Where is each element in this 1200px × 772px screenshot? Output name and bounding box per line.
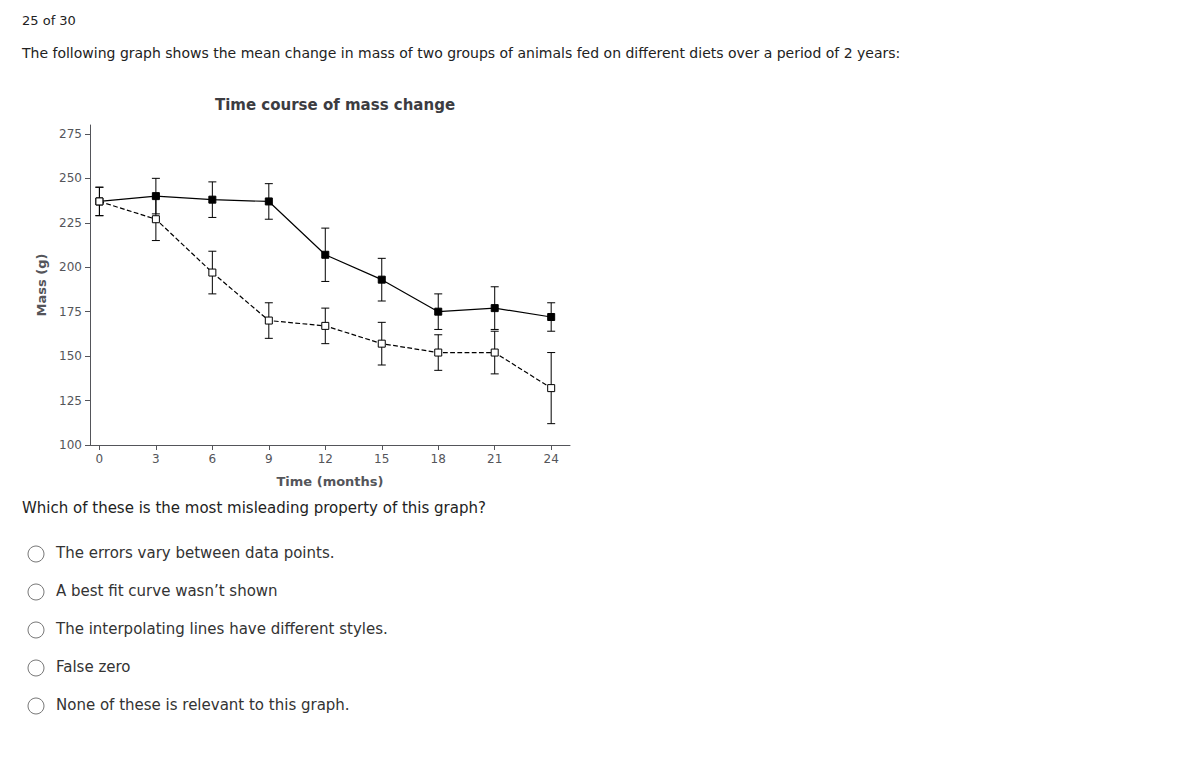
svg-text:Which of these is the most mis: Which of these is the most misleading pr… xyxy=(22,499,486,517)
svg-text:250: 250 xyxy=(59,171,82,185)
svg-text:125: 125 xyxy=(59,394,82,408)
svg-text:225: 225 xyxy=(59,216,82,230)
svg-text:0: 0 xyxy=(96,452,104,466)
svg-text:A best fit curve wasn’t shown: A best fit curve wasn’t shown xyxy=(56,582,278,600)
svg-text:Time (months): Time (months) xyxy=(276,474,383,489)
svg-text:The errors vary between data p: The errors vary between data points. xyxy=(55,544,334,562)
svg-text:15: 15 xyxy=(374,452,389,466)
svg-text:275: 275 xyxy=(59,127,82,141)
svg-text:False zero: False zero xyxy=(56,658,131,676)
svg-text:9: 9 xyxy=(265,452,273,466)
svg-text:100: 100 xyxy=(59,438,82,452)
svg-text:6: 6 xyxy=(209,452,217,466)
svg-text:The following graph shows the: The following graph shows the mean chang… xyxy=(21,45,900,61)
svg-text:None of these is relevant to t: None of these is relevant to this graph. xyxy=(56,696,350,714)
svg-text:12: 12 xyxy=(318,452,333,466)
svg-text:175: 175 xyxy=(59,305,82,319)
svg-text:The interpolating lines have d: The interpolating lines have different s… xyxy=(55,620,388,638)
svg-text:150: 150 xyxy=(59,349,82,363)
svg-text:3: 3 xyxy=(152,452,160,466)
svg-text:Time course of mass change: Time course of mass change xyxy=(215,96,455,114)
svg-text:21: 21 xyxy=(487,452,502,466)
svg-text:25 of 30: 25 of 30 xyxy=(22,13,76,28)
svg-text:24: 24 xyxy=(544,452,559,466)
svg-text:Mass (g): Mass (g) xyxy=(34,254,49,317)
svg-text:200: 200 xyxy=(59,260,82,274)
svg-text:18: 18 xyxy=(431,452,446,466)
